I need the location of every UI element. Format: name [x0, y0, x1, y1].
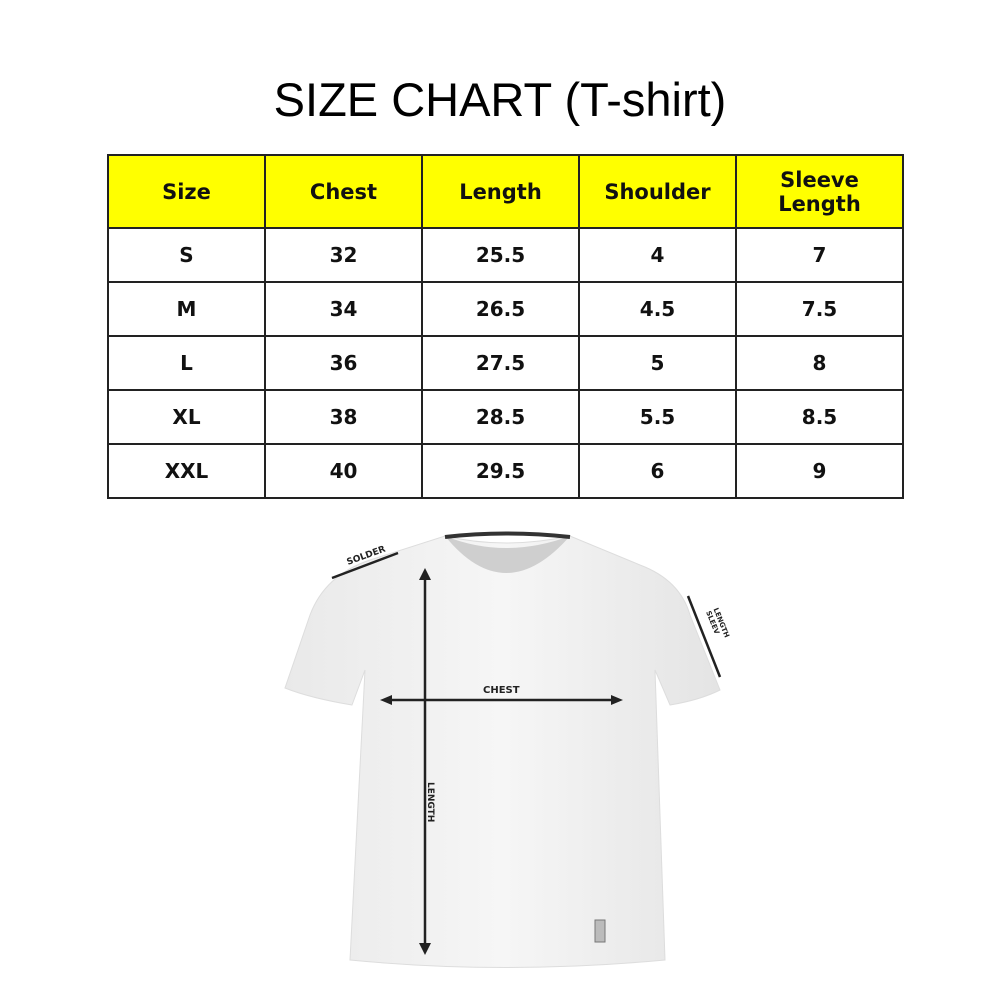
table-cell: 27.5 [421, 335, 580, 391]
tshirt-shape [284, 535, 721, 968]
collar [445, 536, 570, 573]
table-cell: 6 [578, 443, 737, 499]
chest-label: CHEST [483, 685, 520, 696]
table-cell: 9 [735, 443, 904, 499]
table-cell: 26.5 [421, 281, 580, 337]
header-cell: Sleeve Length [735, 154, 904, 229]
brand-tag-icon [594, 919, 606, 943]
header-cell: Chest [264, 154, 423, 229]
table-cell: 32 [264, 227, 423, 283]
table-row: XL 38 28.5 5.5 8.5 [107, 389, 904, 445]
table-cell: 8 [735, 335, 904, 391]
table-cell: 5 [578, 335, 737, 391]
table-cell: 38 [264, 389, 423, 445]
table-cell: S [107, 227, 266, 283]
header-cell: Size [107, 154, 266, 229]
header-cell: Length [421, 154, 580, 229]
tshirt-diagram: SOLDER LENGTH CHEST SLEEV LENGTH [284, 531, 731, 968]
table-row: S 32 25.5 4 7 [107, 227, 904, 283]
table-row: L 36 27.5 5 8 [107, 335, 904, 391]
table-cell: 25.5 [421, 227, 580, 283]
table-cell: 4 [578, 227, 737, 283]
table-header-row: Size Chest Length Shoulder Sleeve Length [107, 154, 904, 229]
table-row: M 34 26.5 4.5 7.5 [107, 281, 904, 337]
table-cell: 28.5 [421, 389, 580, 445]
table-cell: M [107, 281, 266, 337]
size-table: Size Chest Length Shoulder Sleeve Length… [107, 154, 904, 499]
table-cell: 36 [264, 335, 423, 391]
length-label: LENGTH [425, 782, 435, 822]
page-title: SIZE CHART (T-shirt) [273, 73, 727, 126]
table-row: XXL 40 29.5 6 9 [107, 443, 904, 499]
header-cell: Shoulder [578, 154, 737, 229]
table-cell: 7 [735, 227, 904, 283]
table-cell: 29.5 [421, 443, 580, 499]
table-cell: L [107, 335, 266, 391]
table-cell: 5.5 [578, 389, 737, 445]
table-cell: XXL [107, 443, 266, 499]
table-cell: XL [107, 389, 266, 445]
table-cell: 34 [264, 281, 423, 337]
table-cell: 40 [264, 443, 423, 499]
table-cell: 8.5 [735, 389, 904, 445]
table-cell: 4.5 [578, 281, 737, 337]
table-cell: 7.5 [735, 281, 904, 337]
